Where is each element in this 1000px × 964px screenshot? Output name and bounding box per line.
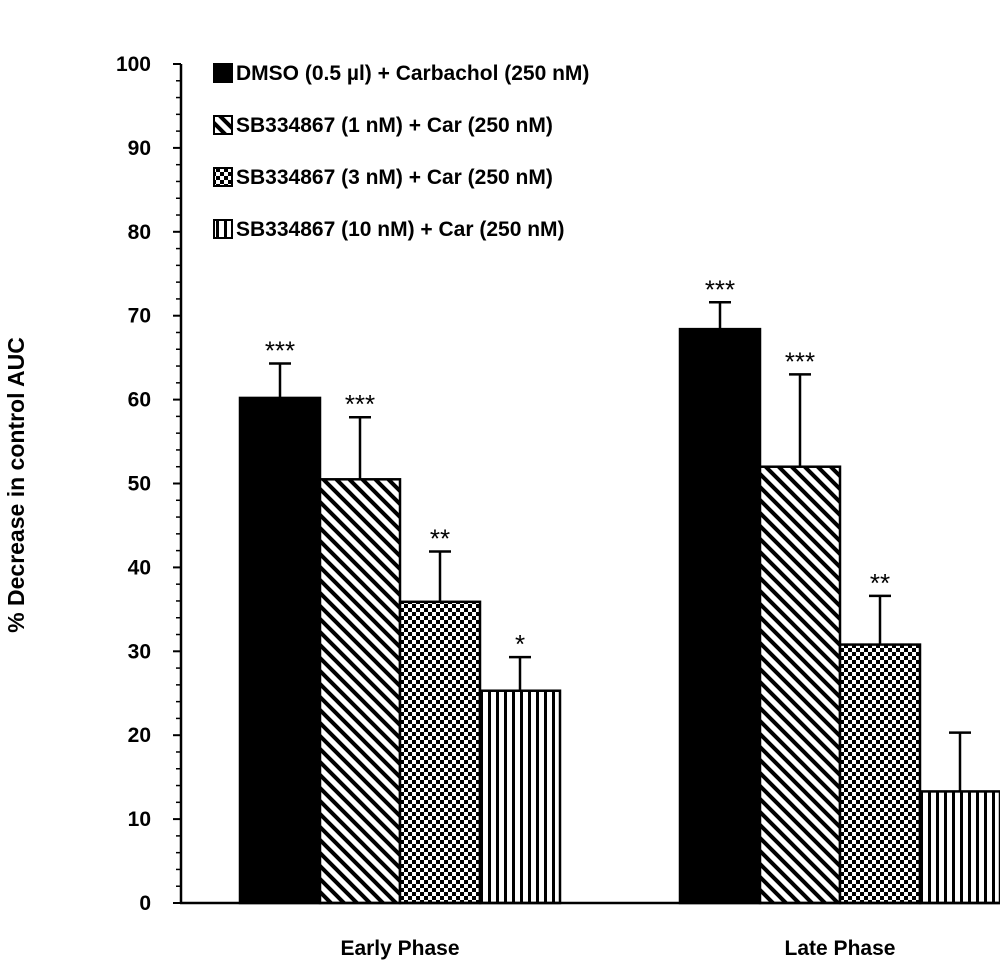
y-tick-label: 10 [128, 808, 151, 831]
significance-label: *** [705, 274, 735, 304]
y-tick-label: 100 [116, 53, 151, 76]
legend-label: SB334867 (10 nM) + Car (250 nM) [236, 218, 565, 241]
y-axis-title: % Decrease in control AUC [3, 337, 29, 633]
bar [678, 327, 762, 905]
legend-swatch [213, 167, 233, 187]
y-tick-label: 20 [128, 724, 151, 747]
significance-label: *** [265, 336, 295, 366]
y-tick-label: 90 [128, 137, 151, 160]
legend-label: DMSO (0.5 µl) + Carbachol (250 nM) [236, 62, 589, 85]
bar [838, 643, 922, 905]
bar [758, 465, 842, 905]
category-label: Late Phase [785, 937, 896, 960]
y-axis-ticks: 0 10 20 30 40 50 60 70 80 90 100 [116, 53, 181, 915]
y-tick-label: 30 [128, 640, 151, 663]
category-labels: Early Phase Late Phase [340, 937, 895, 960]
y-tick-label: 80 [128, 221, 151, 244]
bar [398, 600, 482, 905]
bars [238, 327, 1000, 905]
significance-label: ** [870, 568, 890, 598]
legend: DMSO (0.5 µl) + Carbachol (250 nM) SB3348… [213, 62, 589, 241]
legend-swatch [213, 219, 233, 239]
legend-label: SB334867 (3 nM) + Car (250 nM) [236, 166, 553, 189]
legend-swatch [213, 115, 233, 135]
y-tick-label: 50 [128, 473, 151, 496]
error-bars [269, 301, 971, 792]
legend-label: SB334867 (1 nM) + Car (250 nM) [236, 114, 553, 137]
bar [238, 396, 322, 905]
y-tick-label: 60 [128, 389, 151, 412]
legend-swatch [213, 63, 233, 83]
category-label: Early Phase [340, 937, 459, 960]
bar [918, 790, 1000, 905]
bar [318, 478, 402, 905]
y-tick-label: 40 [128, 556, 151, 579]
y-tick-label: 0 [139, 892, 151, 915]
bar [478, 689, 562, 905]
y-tick-label: 70 [128, 305, 151, 328]
significance-label: ** [430, 523, 450, 553]
significance-label: * [515, 629, 525, 659]
significance-labels: ***************** [265, 274, 890, 659]
significance-label: *** [345, 389, 375, 419]
significance-label: *** [785, 346, 815, 376]
